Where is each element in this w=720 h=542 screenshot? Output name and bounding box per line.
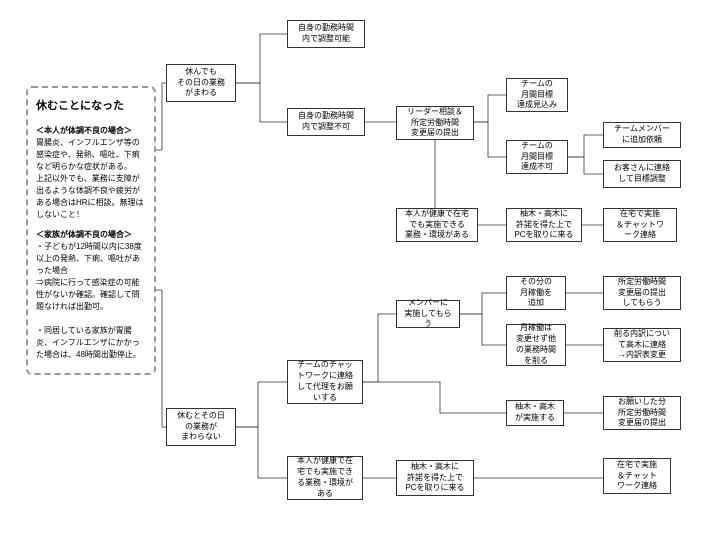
node-l: 休むとその日 の業務が まわらない [166, 408, 236, 446]
sidebar-title: 休むことになった [36, 98, 146, 115]
node-j: 柚木・高木に 許諾を得た上で PCを取りに来る [506, 208, 582, 242]
sidebar-sec1-title: ＜本人が体調不良の場合＞ [36, 125, 146, 137]
sidebar-sec2-body: ・子どもが12時間以内に38度以上の発熱、下痢、嘔吐があった場合 ⇒病院に行って… [36, 241, 146, 361]
node-c: 自身の勤務時間 内で調整不可 [287, 108, 365, 136]
node-h: お客さんに連絡 して目標調整 [603, 160, 681, 188]
node-e: チームの 月間目標 達成見込み [506, 78, 568, 112]
node-p: 所定労働時間 変更届の提出 してもらう [603, 276, 681, 310]
node-r: 削る内訳につい て高木に連絡 →内訳表変更 [603, 328, 681, 362]
node-g: チームメンバー に追加依頼 [603, 122, 681, 148]
node-s: 柚木・高木 が実施する [506, 400, 564, 426]
node-v: 柚木・高木に 許諾を得た上で PCを取りに来る [396, 460, 474, 496]
node-d: リーダー相談＆ 所定労働時間 変更届の提出 [396, 106, 474, 140]
node-f: チームの 月間目標 達成不可 [506, 140, 568, 174]
sidebar-section-self: ＜本人が体調不良の場合＞ 胃腸炎、インフルエンザ等の感染症や、発熱、嘔吐、下痢な… [36, 125, 146, 221]
node-u: 本人が健康で在 宅でも実施でき る業務・環境が ある [287, 456, 363, 500]
node-a: 休んでも その日の業務 がまわる [166, 64, 236, 102]
sidebar-sec2-title: ＜家族が体調不良の場合＞ [36, 229, 146, 241]
node-b: 自身の勤務時間 内で調整可能 [287, 20, 365, 48]
sidebar-sec1-body: 胃腸炎、インフルエンザ等の感染症や、発熱、嘔吐、下痢など明らかな症状がある。 上… [36, 137, 146, 221]
node-t: お願いした分 所定労働時間 変更届の提出 [603, 396, 681, 430]
node-i: 本人が健康で在宅 でも実施できる 業務・環境がある [396, 208, 478, 242]
node-m: チームのチャッ トワークに連絡 して代理をお願 いする [287, 360, 363, 404]
node-n: メンバーに 実施してもらう [396, 300, 460, 328]
node-k: 在宅で実施 ＆チャットワ ーク連絡 [603, 208, 677, 242]
node-q: 月稼働は 変更せず他 の業務時間 を削る [506, 324, 566, 366]
root-sidebar: 休むことになった ＜本人が体調不良の場合＞ 胃腸炎、インフルエンザ等の感染症や、… [26, 86, 156, 375]
node-w: 在宅で実施 ＆チャット ワーク連絡 [603, 458, 671, 494]
node-o: その分の 月稼働を 追加 [506, 276, 566, 310]
sidebar-section-family: ＜家族が体調不良の場合＞ ・子どもが12時間以内に38度以上の発熱、下痢、嘔吐が… [36, 229, 146, 361]
